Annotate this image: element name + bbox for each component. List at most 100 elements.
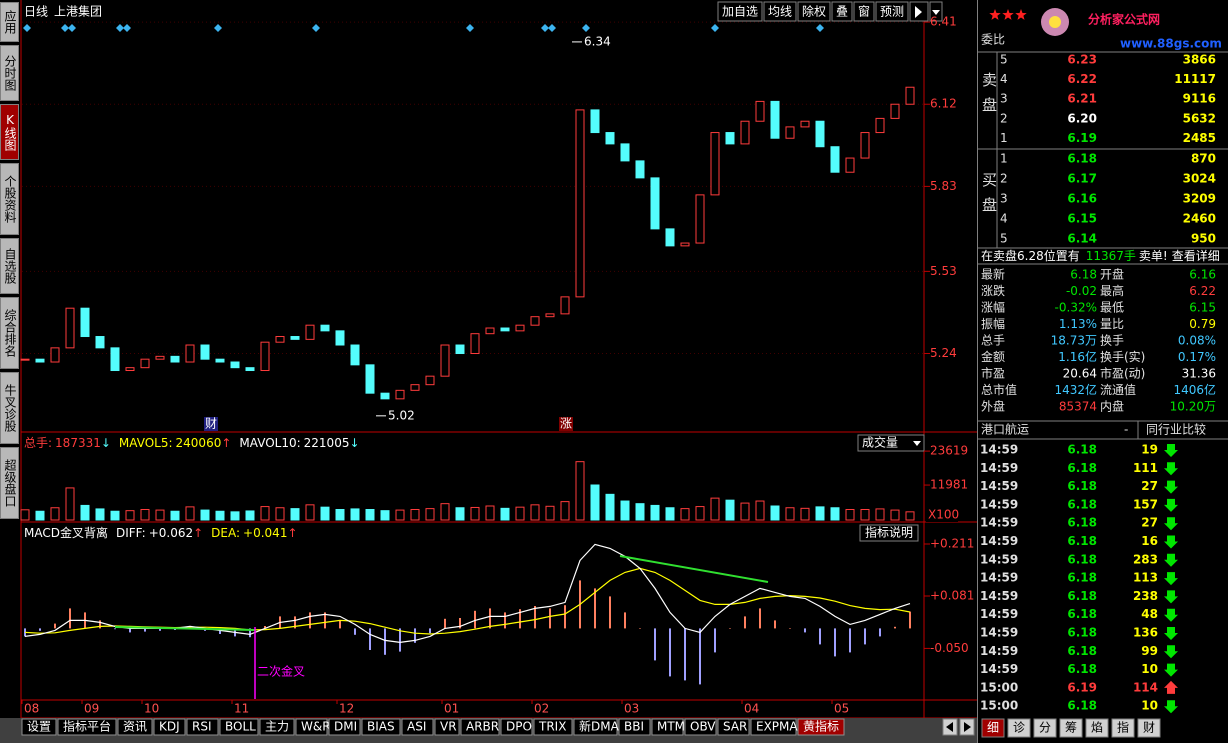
x-tick-label: 02	[534, 702, 549, 716]
volume-bar	[770, 505, 780, 521]
sidebar-tab[interactable]: 自选股	[0, 238, 19, 294]
legend-arrow: ↑	[193, 526, 203, 540]
bottom-tab[interactable]	[153, 718, 186, 736]
book-level: 5	[1000, 232, 1008, 246]
bottom-tab[interactable]	[651, 718, 684, 736]
bottom-tab[interactable]	[328, 718, 361, 736]
indicator-help[interactable]	[859, 524, 919, 542]
legend-value: +0.062	[149, 526, 193, 540]
candle	[455, 344, 465, 355]
rating-star	[1002, 9, 1014, 20]
bottom-tab[interactable]	[295, 718, 328, 736]
stock-name: 上港集团	[54, 4, 102, 19]
right-tab[interactable]	[1137, 718, 1161, 738]
sidebar-tab[interactable]: 个股资料	[0, 163, 19, 235]
volume-bar	[470, 506, 480, 521]
volume-bar	[350, 508, 360, 521]
bottom-tab[interactable]	[618, 718, 651, 736]
candle	[65, 307, 75, 349]
candle	[500, 327, 510, 332]
notice-part[interactable]: 查看详细	[1172, 248, 1220, 263]
sidebar-tab[interactable]: K线图	[0, 104, 19, 160]
toolbar-button[interactable]	[875, 1, 909, 22]
bottom-tab[interactable]	[533, 718, 573, 736]
toolbar-button[interactable]	[717, 1, 763, 22]
right-tab[interactable]	[1033, 718, 1057, 738]
volume-bar	[785, 507, 795, 521]
right-tab[interactable]	[1111, 718, 1135, 738]
tick-volume: 27	[1141, 516, 1158, 530]
bottom-tab-label: 指标平台	[63, 719, 111, 734]
sidebar-tab[interactable]: 牛叉诊股	[0, 372, 19, 444]
bottom-tab[interactable]	[797, 718, 845, 736]
volume-bar	[725, 499, 735, 521]
right-tab[interactable]	[1007, 718, 1031, 738]
sidebar-tab[interactable]: 超级盘口	[0, 447, 19, 519]
bottom-tab[interactable]	[573, 718, 618, 736]
bottom-tab-label: ASI	[407, 720, 426, 734]
sidebar-tab[interactable]: 应用	[0, 2, 19, 42]
bottom-tab[interactable]	[434, 718, 460, 736]
bottom-tab[interactable]	[361, 718, 401, 736]
divergence-line	[114, 626, 256, 631]
legend-value: +0.041	[243, 526, 287, 540]
bottom-tab[interactable]	[750, 718, 797, 736]
bottom-tab[interactable]	[684, 718, 717, 736]
volume-bar	[695, 506, 705, 521]
sidebar-tab[interactable]: 综合排名	[0, 297, 19, 369]
trend-arrow	[1164, 480, 1178, 494]
volume-bar	[50, 507, 60, 521]
volume-bar	[185, 506, 195, 521]
macd-bar	[639, 628, 641, 629]
macd-bar	[324, 612, 326, 629]
y-tick-label: 6.12	[930, 97, 957, 111]
bottom-tab[interactable]	[21, 718, 57, 736]
right-tab[interactable]	[1059, 718, 1083, 738]
tick-volume: 27	[1141, 479, 1158, 493]
volume-bar	[440, 503, 450, 521]
bottom-tab[interactable]	[57, 718, 117, 736]
candle	[620, 143, 630, 162]
bottom-tab[interactable]	[401, 718, 434, 736]
candle	[830, 146, 840, 173]
right-tab[interactable]	[1085, 718, 1109, 738]
macd-bar	[564, 605, 566, 629]
signal-label: 二次金叉	[257, 664, 305, 679]
legend-arrow: ↓	[101, 436, 111, 450]
macd-bar	[354, 628, 356, 635]
tick-volume: 111	[1133, 461, 1158, 475]
right-tab[interactable]	[981, 718, 1005, 738]
volume-bar	[530, 504, 540, 521]
bottom-tab[interactable]	[219, 718, 259, 736]
candle	[860, 132, 870, 159]
trend-arrow	[1164, 590, 1178, 604]
sidebar-tab[interactable]: 分时图	[0, 45, 19, 101]
tick-time: 14:59	[980, 534, 1018, 548]
toolbar-button[interactable]	[853, 1, 875, 22]
candle	[530, 316, 540, 326]
book-price: 6.19	[1067, 131, 1097, 145]
macd-bar	[789, 628, 791, 629]
toolbar-button[interactable]	[831, 1, 853, 22]
bottom-tab[interactable]	[117, 718, 153, 736]
bottom-tab[interactable]	[500, 718, 533, 736]
volume-bar	[170, 510, 180, 521]
bottom-tab[interactable]	[259, 718, 295, 736]
indicator-select[interactable]	[857, 434, 925, 452]
macd-bar	[594, 588, 596, 629]
stat-label: 换手	[1100, 334, 1124, 348]
candle	[230, 361, 240, 369]
volume-bar	[860, 509, 870, 521]
macd-bar	[549, 608, 551, 629]
bottom-tab[interactable]	[460, 718, 500, 736]
bottom-tab[interactable]	[717, 718, 750, 736]
toolbar-button[interactable]	[797, 1, 831, 22]
tick-volume: 157	[1133, 497, 1158, 511]
bottom-tab[interactable]	[186, 718, 219, 736]
tick-time: 14:59	[980, 644, 1018, 658]
volume-bar	[710, 497, 720, 521]
volume-bar	[485, 505, 495, 521]
book-volume: 9116	[1183, 92, 1216, 106]
book-price: 6.20	[1067, 111, 1097, 125]
toolbar-button[interactable]	[763, 1, 797, 22]
